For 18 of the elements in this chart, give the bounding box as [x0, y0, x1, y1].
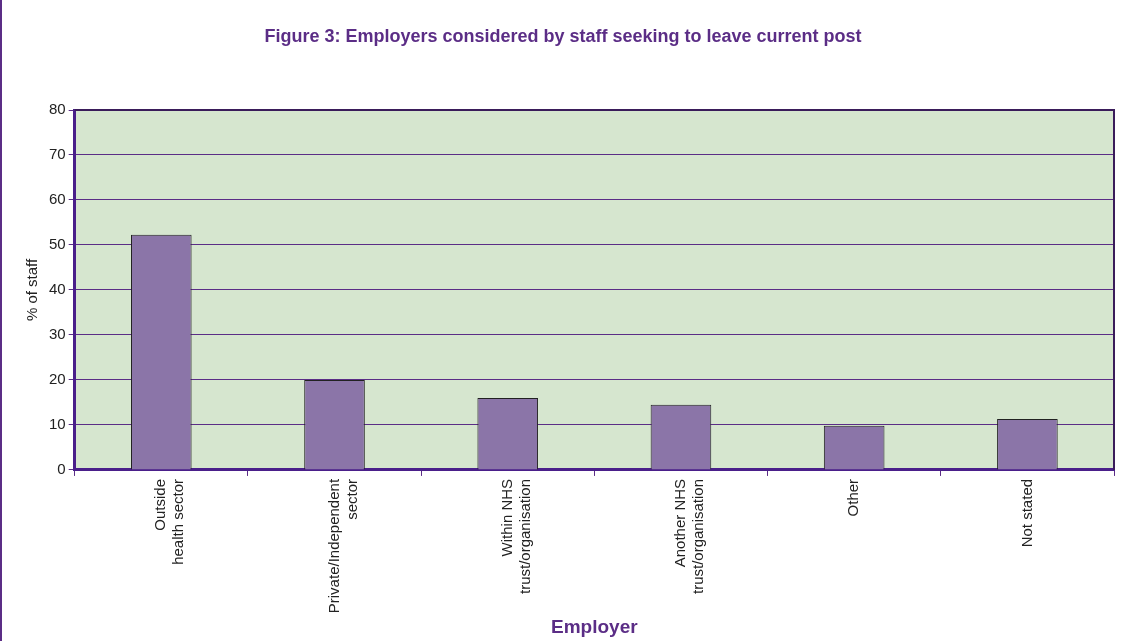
x-tick-label: Outside health sector	[151, 478, 187, 565]
y-tick-label: 20	[49, 370, 66, 388]
x-tick-label: Private/Independent sector	[324, 478, 360, 614]
y-tick-label: 80	[49, 100, 66, 118]
y-tick-label: 70	[49, 145, 66, 163]
y-tick-label: 40	[49, 280, 66, 298]
x-tick-label: Another NHS trust/organisation	[671, 478, 707, 595]
y-tick-label: 50	[49, 235, 66, 253]
x-tick-label: Not stated	[1017, 478, 1035, 548]
x-tick-label: Within NHS trust/organisation	[497, 478, 533, 595]
x-tick-label: Other	[844, 478, 862, 517]
y-axis-title: % of staff	[23, 258, 41, 322]
y-tick-label: 30	[49, 325, 66, 343]
x-axis-title: Employer	[551, 615, 639, 637]
chart-title: Figure 3: Employers considered by staff seeking to leave current post	[263, 26, 863, 47]
y-tick-label: 10	[49, 415, 66, 433]
y-tick-label: 0	[57, 460, 66, 478]
y-tick-label: 60	[49, 190, 66, 208]
